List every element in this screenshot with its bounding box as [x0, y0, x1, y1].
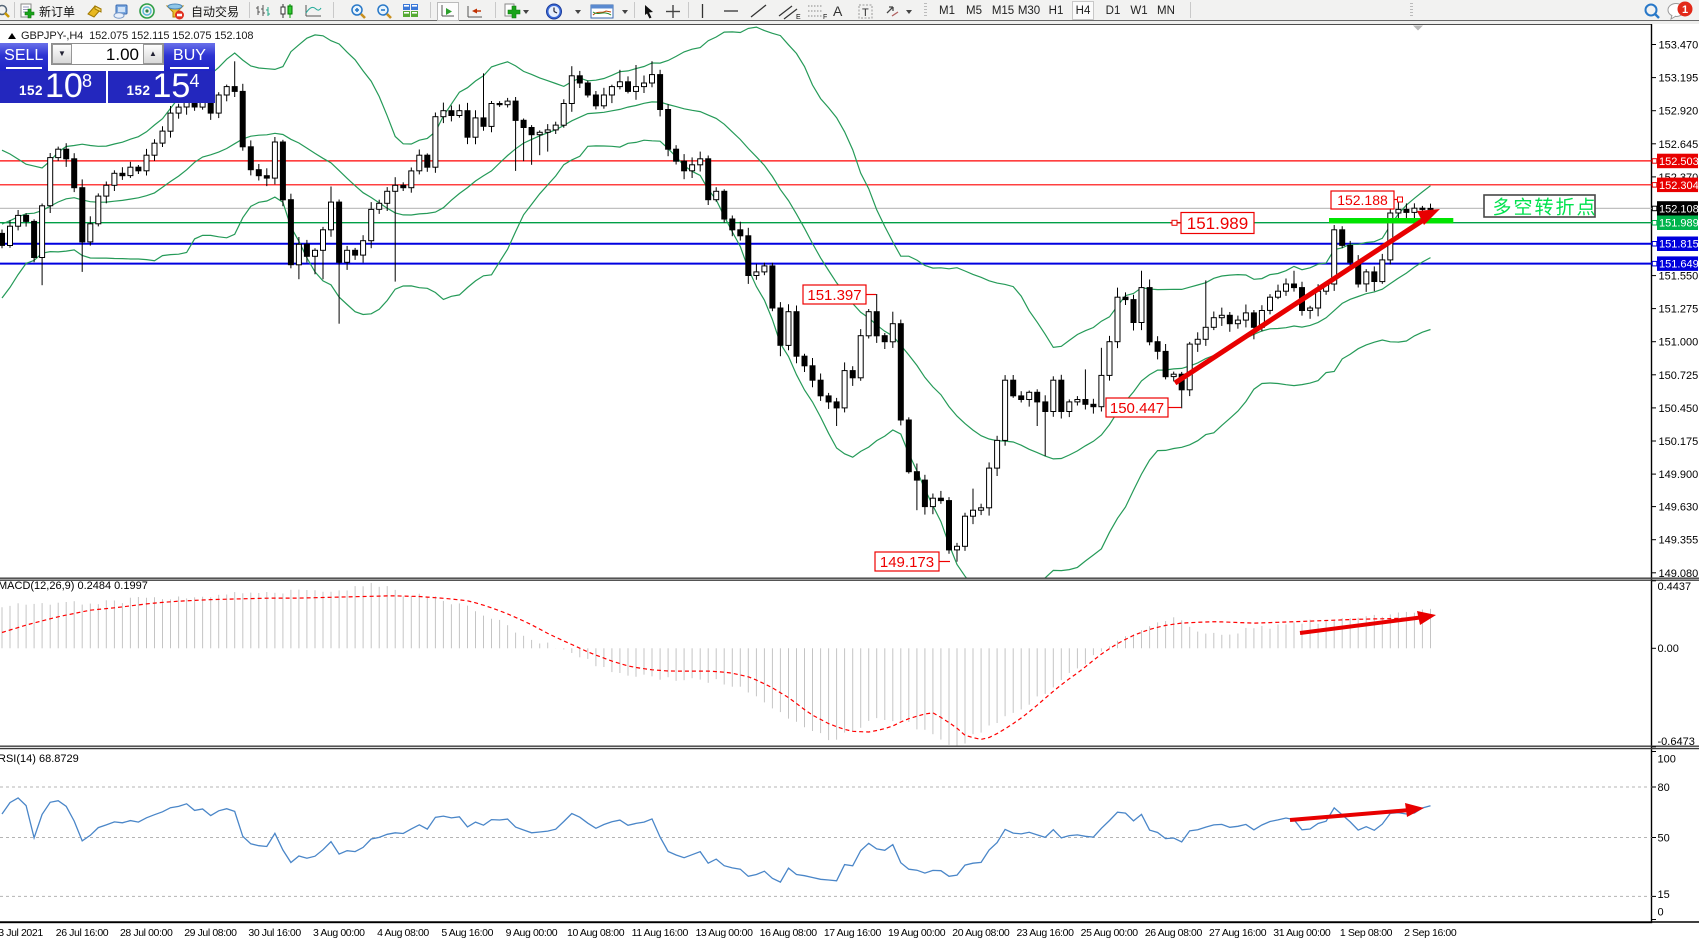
- svg-text:149.173: 149.173: [880, 554, 934, 571]
- svg-text:19 Aug 00:00: 19 Aug 00:00: [888, 927, 946, 939]
- svg-text:150.175: 150.175: [1659, 436, 1699, 448]
- svg-text:23 Jul 2021: 23 Jul 2021: [0, 927, 43, 939]
- svg-text:152.503: 152.503: [1659, 156, 1699, 168]
- svg-text:15: 15: [1658, 889, 1670, 901]
- svg-text:29 Jul 08:00: 29 Jul 08:00: [184, 927, 237, 939]
- svg-text:152.108: 152.108: [1659, 203, 1699, 215]
- svg-text:152.304: 152.304: [1659, 180, 1699, 192]
- svg-text:149.630: 149.630: [1659, 502, 1699, 514]
- svg-text:2 Sep 16:00: 2 Sep 16:00: [1404, 927, 1457, 939]
- svg-text:多空转折点: 多空转折点: [1492, 197, 1597, 219]
- svg-text:25 Aug 00:00: 25 Aug 00:00: [1081, 927, 1139, 939]
- svg-text:28 Jul 00:00: 28 Jul 00:00: [120, 927, 173, 939]
- svg-text:5 Aug 16:00: 5 Aug 16:00: [441, 927, 493, 939]
- svg-text:151.815: 151.815: [1659, 239, 1699, 251]
- svg-text:152.645: 152.645: [1659, 139, 1699, 151]
- svg-text:0.00: 0.00: [1658, 643, 1679, 655]
- svg-text:0: 0: [1658, 907, 1664, 919]
- svg-text:152.920: 152.920: [1659, 106, 1699, 118]
- svg-text:17 Aug 16:00: 17 Aug 16:00: [824, 927, 882, 939]
- svg-text:T: T: [862, 7, 869, 19]
- svg-text:MACD(12,26,9) 0.2484 0.1997: MACD(12,26,9) 0.2484 0.1997: [0, 580, 148, 592]
- svg-text:151.989: 151.989: [1659, 218, 1699, 230]
- svg-text:151.989: 151.989: [1187, 214, 1248, 233]
- svg-text:E: E: [796, 14, 801, 20]
- svg-text:26 Jul 16:00: 26 Jul 16:00: [56, 927, 109, 939]
- svg-text:13 Aug 00:00: 13 Aug 00:00: [695, 927, 753, 939]
- svg-text:150.447: 150.447: [1110, 400, 1164, 417]
- svg-text:11 Aug 16:00: 11 Aug 16:00: [632, 927, 689, 939]
- svg-text:F: F: [823, 14, 827, 20]
- svg-text:151.649: 151.649: [1659, 259, 1699, 271]
- svg-text:153.470: 153.470: [1659, 40, 1699, 52]
- svg-text:150.450: 150.450: [1659, 403, 1699, 415]
- svg-text:150.725: 150.725: [1659, 370, 1699, 382]
- svg-text:100: 100: [1658, 754, 1676, 766]
- svg-text:10 Aug 08:00: 10 Aug 08:00: [567, 927, 625, 939]
- svg-text:151.550: 151.550: [1659, 271, 1699, 283]
- svg-text:0.4437: 0.4437: [1658, 581, 1692, 593]
- svg-text:151.000: 151.000: [1659, 337, 1699, 349]
- svg-text:20 Aug 08:00: 20 Aug 08:00: [952, 927, 1010, 939]
- svg-text:149.355: 149.355: [1659, 535, 1699, 547]
- svg-text:31 Aug 00:00: 31 Aug 00:00: [1273, 927, 1331, 939]
- svg-text:1 Sep 08:00: 1 Sep 08:00: [1340, 927, 1393, 939]
- svg-text:-0.6473: -0.6473: [1658, 736, 1695, 748]
- svg-text:80: 80: [1658, 782, 1670, 794]
- svg-text:153.195: 153.195: [1659, 73, 1699, 85]
- svg-text:16 Aug 08:00: 16 Aug 08:00: [760, 927, 818, 939]
- svg-text:149.900: 149.900: [1659, 469, 1699, 481]
- svg-text:4 Aug 08:00: 4 Aug 08:00: [377, 927, 429, 939]
- svg-text:3 Aug 00:00: 3 Aug 00:00: [313, 927, 365, 939]
- svg-text:151.275: 151.275: [1659, 304, 1699, 316]
- svg-text:50: 50: [1658, 833, 1670, 845]
- svg-text:9 Aug 00:00: 9 Aug 00:00: [506, 927, 558, 939]
- svg-text:1: 1: [1682, 4, 1688, 16]
- svg-text:151.397: 151.397: [807, 287, 861, 304]
- svg-text:149.080: 149.080: [1659, 568, 1699, 580]
- svg-text:27 Aug 16:00: 27 Aug 16:00: [1209, 927, 1267, 939]
- svg-text:23 Aug 16:00: 23 Aug 16:00: [1016, 927, 1074, 939]
- svg-text:26 Aug 08:00: 26 Aug 08:00: [1145, 927, 1203, 939]
- svg-text:RSI(14) 68.8729: RSI(14) 68.8729: [0, 753, 79, 765]
- svg-text:152.188: 152.188: [1337, 192, 1388, 208]
- svg-text:30 Jul 16:00: 30 Jul 16:00: [248, 927, 301, 939]
